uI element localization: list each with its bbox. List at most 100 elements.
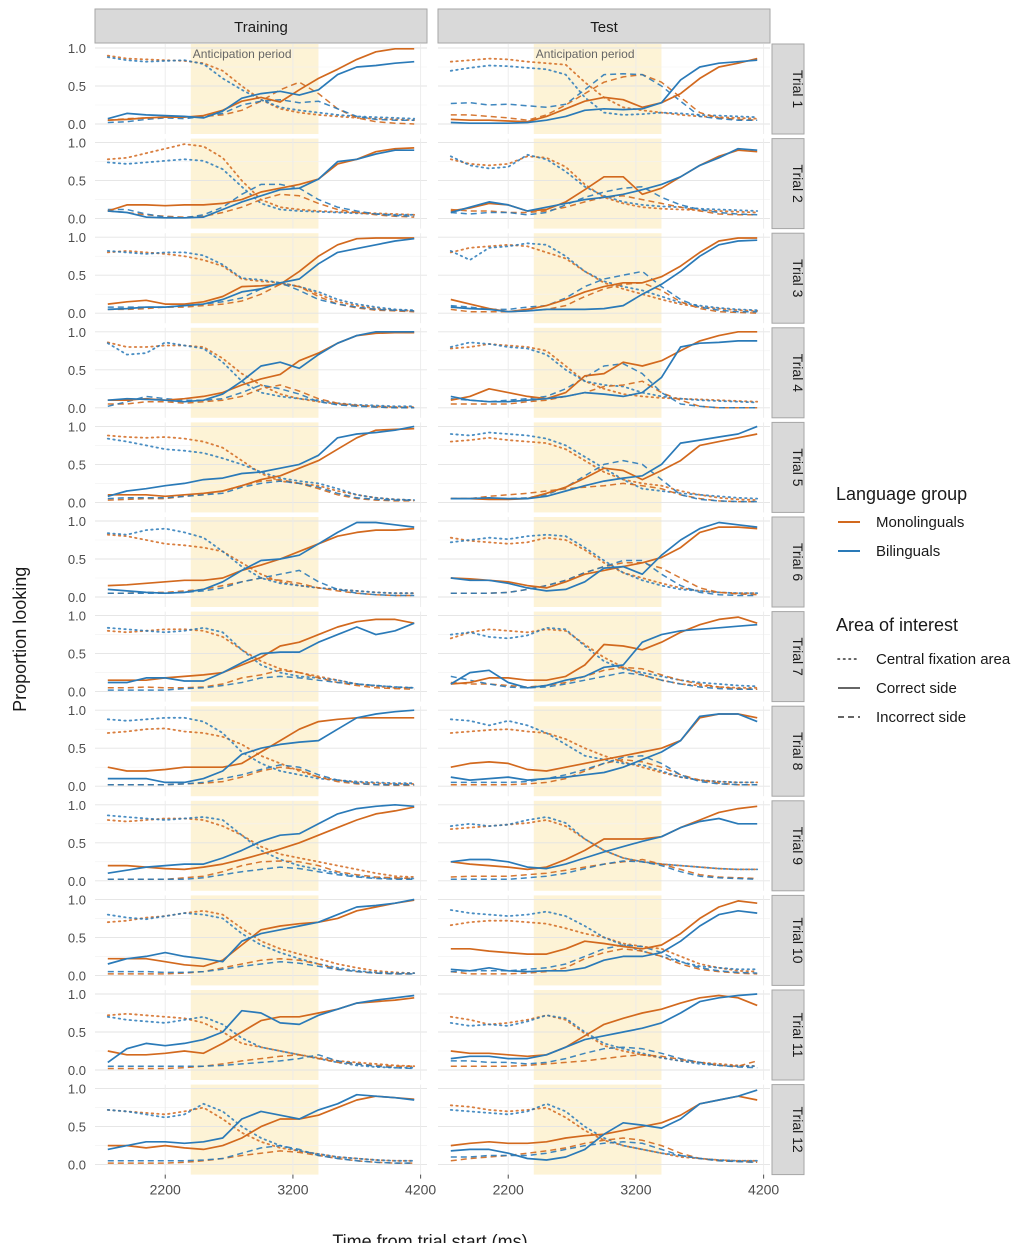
series-line-bilinguals-correct [450, 817, 758, 870]
row-strip [771, 232, 805, 324]
row-strip [771, 705, 805, 797]
y-tick-label: 1.0 [68, 41, 86, 56]
row-strip [771, 43, 805, 135]
series-line-bilinguals-incorrect [107, 960, 415, 975]
row-strip [771, 800, 805, 892]
y-tick-label: 1.0 [68, 798, 86, 813]
series-line-monolinguals-incorrect [107, 1150, 415, 1164]
row-strip-label: Trial 10 [790, 917, 806, 963]
row-strip-label: Trial 11 [790, 1012, 806, 1057]
series-line-bilinguals-correct [450, 713, 758, 781]
series-line-bilinguals-central [106, 912, 416, 974]
series-line-bilinguals-central [106, 1015, 416, 1069]
y-tick-label: 0.5 [68, 363, 86, 378]
series-line-bilinguals-central [449, 816, 759, 871]
panel-training-3 [95, 233, 427, 324]
y-tick-label: 1.0 [68, 987, 86, 1002]
legend-label-aoi: Correct side [876, 680, 957, 697]
series-line-monolinguals-central [449, 1104, 759, 1162]
y-tick-label: 1.0 [68, 230, 86, 245]
anticipation-band [190, 44, 319, 134]
series-line-monolinguals-incorrect [107, 1054, 415, 1070]
panel-training-11 [95, 990, 427, 1080]
panel-test-12 [438, 1084, 770, 1175]
anticipation-band [190, 422, 319, 513]
series-line-bilinguals-correct [107, 149, 415, 219]
y-tick-label: 0.0 [68, 495, 86, 510]
y-tick-label: 1.0 [68, 136, 86, 151]
series-line-bilinguals-central [449, 909, 759, 971]
series-line-monolinguals-central [449, 628, 759, 689]
series-line-bilinguals-incorrect [450, 362, 758, 409]
row-strip [771, 516, 805, 608]
panel-training-7 [95, 611, 427, 702]
anticipation-band [190, 233, 319, 324]
y-tick-label: 1.0 [68, 1082, 86, 1097]
series-line-bilinguals-correct [107, 622, 415, 684]
panel-test-7 [438, 611, 770, 702]
series-line-bilinguals-correct [107, 994, 415, 1064]
x-tick-label: 4200 [405, 1182, 436, 1198]
series-line-bilinguals-correct [450, 623, 758, 689]
series-line-bilinguals-correct [107, 709, 415, 784]
series-line-bilinguals-central [106, 1102, 416, 1162]
series-line-bilinguals-incorrect [450, 185, 758, 216]
legend-title-aoi: Area of interest [836, 615, 958, 635]
series-line-bilinguals-correct [450, 59, 758, 125]
series-line-bilinguals-incorrect [450, 270, 758, 313]
series-line-monolinguals-correct [450, 805, 758, 871]
series-line-monolinguals-central [449, 243, 759, 312]
series-line-bilinguals-correct [450, 909, 758, 973]
panel-training-6 [95, 517, 427, 607]
series-line-bilinguals-correct [107, 237, 415, 311]
y-tick-label: 0.0 [68, 1158, 86, 1173]
series-line-bilinguals-incorrect [450, 944, 758, 974]
y-tick-label: 0.0 [68, 968, 86, 983]
anticipation-label: Anticipation period [536, 47, 635, 61]
series-line-monolinguals-incorrect [450, 1054, 758, 1067]
y-tick-label: 0.5 [68, 79, 86, 94]
panel-training-12 [95, 1084, 427, 1175]
series-line-monolinguals-central [106, 1012, 416, 1068]
series-line-bilinguals-central [106, 626, 416, 689]
series-line-bilinguals-incorrect [107, 866, 415, 881]
series-line-bilinguals-incorrect [107, 675, 415, 691]
series-line-bilinguals-central [449, 64, 759, 119]
series-line-bilinguals-correct [107, 898, 415, 965]
series-line-bilinguals-central [449, 626, 759, 688]
series-line-monolinguals-central [106, 434, 416, 502]
row-strip-label: Trial 6 [790, 543, 806, 582]
series-line-bilinguals-correct [107, 1093, 415, 1151]
series-line-bilinguals-incorrect [450, 73, 758, 121]
series-line-bilinguals-correct [107, 425, 415, 498]
series-line-monolinguals-central [449, 536, 759, 595]
series-line-bilinguals-incorrect [107, 1144, 415, 1164]
anticipation-band [190, 517, 319, 607]
series-line-monolinguals-correct [450, 900, 758, 955]
y-tick-label: 0.5 [68, 1025, 86, 1040]
series-line-bilinguals-incorrect [450, 559, 758, 597]
anticipation-band [533, 1084, 662, 1175]
y-tick-label: 0.5 [68, 457, 86, 472]
series-line-bilinguals-incorrect [107, 480, 415, 501]
series-line-bilinguals-central [106, 716, 416, 785]
row-strip-label: Trial 2 [790, 164, 806, 203]
row-strip-label: Trial 8 [790, 732, 806, 771]
y-tick-label: 0.0 [68, 212, 86, 227]
y-tick-label: 1.0 [68, 325, 86, 340]
column-strip-label: Training [234, 19, 288, 36]
panel-training-8 [95, 706, 427, 797]
y-tick-label: 0.0 [68, 401, 86, 416]
anticipation-band [533, 327, 662, 418]
column-strip-label: Test [590, 19, 618, 36]
series-line-monolinguals-correct [107, 47, 415, 122]
y-tick-label: 0.0 [68, 874, 86, 889]
series-line-bilinguals-central [449, 341, 759, 404]
y-tick-label: 1.0 [68, 703, 86, 718]
row-strip [771, 611, 805, 703]
series-line-bilinguals-correct [450, 993, 758, 1060]
anticipation-band [533, 517, 662, 607]
anticipation-label: Anticipation period [193, 47, 292, 61]
series-line-monolinguals-central [106, 628, 416, 689]
panel-training-2 [95, 138, 427, 229]
